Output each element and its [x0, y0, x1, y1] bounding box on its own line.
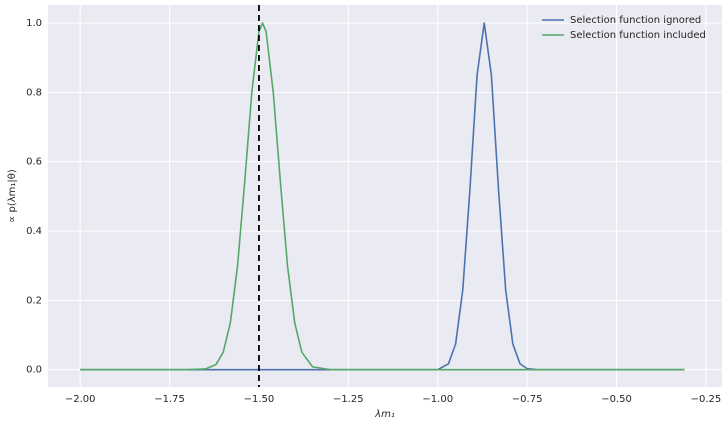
y-tick-label: 0.2	[26, 295, 42, 306]
y-axis-label: ∝ p(λm₁|θ)	[7, 169, 18, 223]
y-tick-label: 0.8	[26, 87, 42, 98]
legend-label: Selection function included	[570, 30, 706, 41]
y-tick-label: 1.0	[26, 18, 42, 29]
x-axis-label: λm₁	[374, 409, 395, 420]
x-tick-label: −1.75	[154, 394, 185, 405]
line-series	[80, 22, 685, 371]
y-tick-label: 0.4	[26, 226, 42, 237]
x-tick-label: −0.75	[512, 394, 543, 405]
y-tick-label: 0.6	[26, 157, 42, 168]
x-tick-label: −2.00	[65, 394, 96, 405]
legend-label: Selection function ignored	[570, 15, 701, 26]
x-tick-label: −0.50	[601, 394, 632, 405]
plot-area	[48, 5, 722, 387]
x-tick-label: −1.00	[422, 394, 453, 405]
x-tick-label: −0.25	[691, 394, 722, 405]
y-tick-label: 0.0	[26, 365, 42, 376]
x-tick-label: −1.25	[333, 394, 364, 405]
x-tick-label: −1.50	[244, 394, 275, 405]
